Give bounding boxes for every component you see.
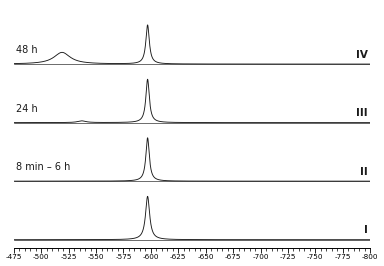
Text: 8 min – 6 h: 8 min – 6 h xyxy=(16,163,70,172)
Text: IV: IV xyxy=(356,50,368,60)
Text: I: I xyxy=(364,225,368,235)
Text: II: II xyxy=(360,167,368,177)
Text: 48 h: 48 h xyxy=(16,45,38,55)
Text: 24 h: 24 h xyxy=(16,104,38,114)
Text: III: III xyxy=(356,108,368,118)
